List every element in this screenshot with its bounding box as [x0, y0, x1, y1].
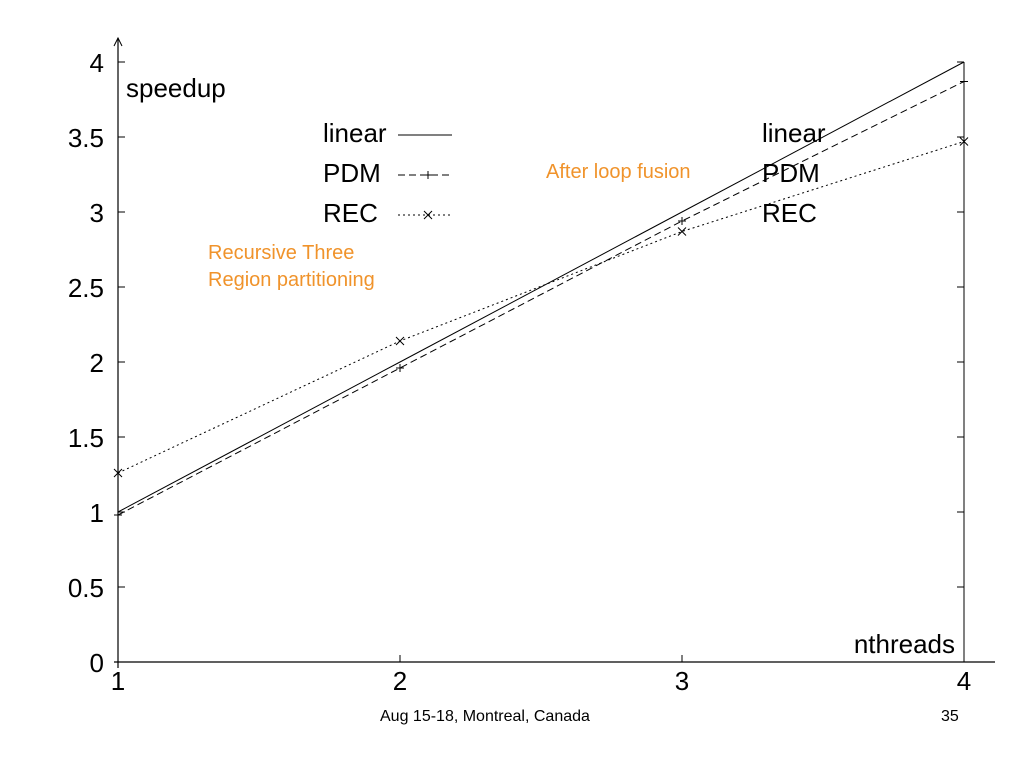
legend-left: linear PDM REC: [323, 118, 452, 228]
data-point-pdm: [396, 364, 404, 372]
y-tick-label: 1: [90, 498, 104, 528]
annotation-line-2: Region partitioning: [208, 269, 375, 291]
y-axis-arrow: [113, 36, 123, 47]
series-line-rec: [117, 141, 965, 474]
legend-label-rec: REC: [762, 198, 817, 228]
annotation-line-1: Recursive Three: [208, 242, 355, 264]
annotation-recursive-three-region: Recursive Three Region partitioning: [208, 240, 375, 294]
y-tick-label: 2.5: [68, 273, 104, 303]
legend-label-rec: REC: [323, 198, 378, 228]
x-tick-label: 1: [111, 666, 125, 696]
y-tick-label: 4: [90, 48, 104, 78]
speedup-chart: 0 0.5 1 1.5 2 2.5 3 3.5 4 1 2 3 4 linear PDM REC line…: [68, 36, 995, 696]
plot-frame: [113, 36, 995, 668]
data-point-rec: [959, 137, 969, 146]
series-line-pdm: [117, 81, 965, 516]
footer-event: Aug 15-18, Montreal, Canada: [380, 708, 590, 725]
legend-label-pdm: PDM: [762, 158, 820, 188]
series-pdm: [114, 77, 968, 519]
data-point-rec: [113, 468, 123, 478]
legend-label-linear: linear: [323, 118, 387, 148]
y-tick-label: 3: [90, 198, 104, 228]
legend-marker-pdm: [424, 171, 432, 179]
data-point-pdm: [114, 511, 122, 519]
data-point-pdm: [960, 77, 968, 86]
legend-right: linear PDM REC: [762, 118, 826, 228]
y-tick-label: 3.5: [68, 123, 104, 153]
x-tick-label: 3: [675, 666, 689, 696]
series-rec: [113, 137, 969, 478]
y-axis-ticks: 0 0.5 1 1.5 2 2.5 3 3.5 4: [68, 48, 964, 678]
y-tick-label: 0.5: [68, 573, 104, 603]
data-point-rec: [677, 227, 687, 236]
annotation-after-loop-fusion: After loop fusion: [546, 161, 691, 183]
legend-label-pdm: PDM: [323, 158, 381, 188]
x-tick-label: 2: [393, 666, 407, 696]
legend-label-linear: linear: [762, 118, 826, 148]
x-axis-label: nthreads: [854, 629, 955, 659]
y-tick-label: 1.5: [68, 423, 104, 453]
data-point-rec: [395, 336, 405, 346]
legend-marker-rec: [423, 210, 433, 220]
x-tick-label: 4: [957, 666, 971, 696]
data-point-pdm: [678, 217, 686, 225]
series-layer: [113, 61, 969, 519]
y-tick-label: 2: [90, 348, 104, 378]
x-axis-ticks: 1 2 3 4: [111, 655, 971, 696]
y-axis-label: speedup: [126, 73, 226, 103]
series-line-linear: [117, 61, 965, 513]
y-tick-label: 0: [90, 648, 104, 678]
series-linear: [117, 61, 965, 513]
page-number: 35: [941, 708, 959, 725]
